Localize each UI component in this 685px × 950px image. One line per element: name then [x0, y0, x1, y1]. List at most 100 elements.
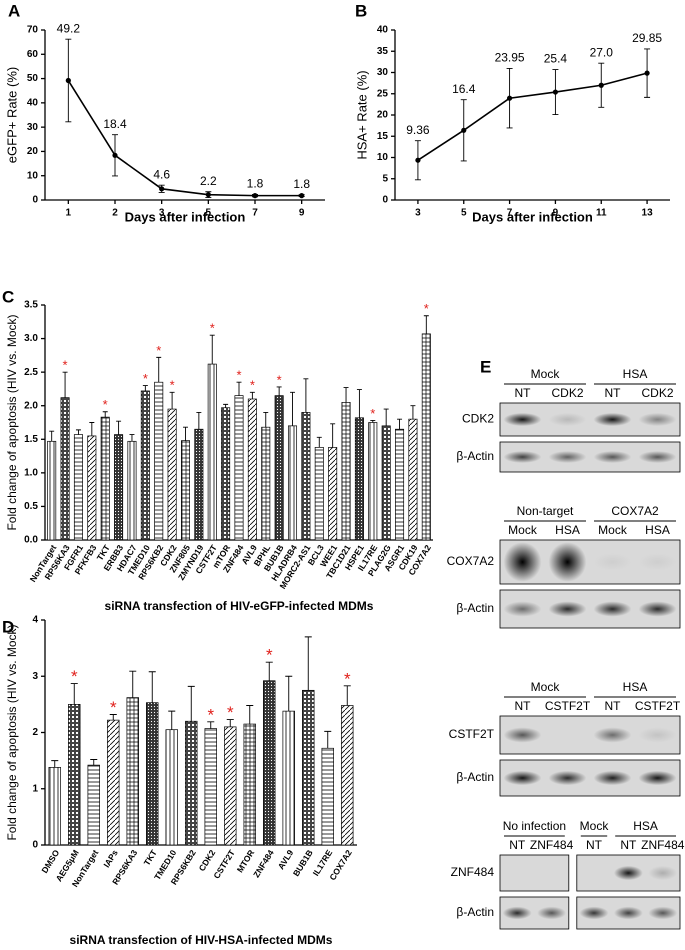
x-axis-label: Days after infection	[472, 209, 593, 224]
band	[548, 770, 587, 786]
x-axis-label: siRNA transfection of HIV-eGFP-infected …	[105, 599, 374, 613]
significance: *	[236, 368, 241, 383]
error-bar	[304, 636, 312, 691]
value-label: 4.6	[153, 167, 170, 181]
group-label: HSA	[623, 680, 648, 694]
value-label: 9.36	[406, 123, 430, 137]
y-tick-label: 25	[377, 88, 389, 99]
value-label: 23.95	[495, 51, 525, 65]
bar	[73, 434, 83, 541]
y-tick-label: 0.5	[24, 501, 38, 512]
error-bar	[330, 423, 336, 448]
y-tick-label: 30	[27, 122, 39, 133]
band	[503, 412, 542, 427]
y-tick-label: 1.0	[24, 467, 38, 478]
bar	[140, 390, 150, 541]
band	[638, 770, 677, 786]
point	[506, 95, 513, 101]
y-tick-label: 35	[377, 46, 389, 57]
error-bar	[265, 661, 273, 681]
bar	[354, 417, 364, 541]
x-tick-label: 9	[299, 208, 305, 219]
band	[593, 451, 632, 463]
error-bar	[169, 391, 175, 410]
error-bar	[102, 411, 108, 418]
line	[67, 80, 302, 197]
band	[593, 553, 632, 571]
x-tick-label: 3	[415, 208, 421, 219]
row-label: CSTF2T	[449, 727, 495, 741]
point	[644, 70, 650, 76]
x-tick-label: TKT	[142, 847, 160, 867]
band	[638, 601, 677, 617]
group-label: Non-target	[517, 504, 574, 518]
band	[638, 727, 677, 743]
significance: *	[103, 397, 108, 412]
y-tick-label: 40	[377, 25, 389, 36]
y-axis-label: eGFP+ Rate (%)	[4, 67, 19, 163]
error-bar	[223, 403, 229, 408]
error-bar	[316, 436, 322, 448]
bar	[180, 440, 190, 541]
bar	[126, 697, 139, 846]
bar	[100, 416, 110, 541]
bar	[274, 395, 284, 541]
band	[503, 601, 542, 617]
lane-label: NT	[509, 838, 526, 852]
bar	[127, 440, 137, 541]
band	[502, 906, 532, 920]
lane-label: NT	[605, 699, 622, 713]
point	[552, 89, 559, 95]
panel-letter: C	[2, 287, 14, 306]
band	[613, 865, 643, 881]
bar	[48, 767, 61, 846]
bar	[421, 333, 431, 541]
lane-label: CDK2	[551, 386, 583, 400]
band	[593, 727, 632, 743]
error-bar	[236, 381, 242, 396]
panel-letter: B	[355, 1, 367, 20]
line	[417, 72, 648, 161]
error-bar	[129, 670, 137, 698]
y-tick-label: 4	[32, 615, 38, 626]
error-bar	[62, 371, 68, 398]
value-label: 1.8	[293, 177, 310, 191]
error-bar	[383, 408, 389, 426]
significance: *	[370, 406, 375, 421]
error-bar	[109, 714, 117, 721]
bar	[302, 689, 315, 846]
error-bar	[246, 705, 254, 725]
significance: *	[277, 372, 282, 387]
error-bar	[49, 430, 55, 442]
bar	[107, 719, 120, 846]
panel-letter: A	[8, 1, 20, 20]
y-tick-label: 60	[27, 49, 39, 60]
bar	[381, 425, 391, 541]
group-label: HSA	[623, 367, 648, 381]
bar	[60, 397, 70, 541]
band	[579, 906, 609, 920]
bar	[341, 402, 351, 541]
y-tick-label: 50	[27, 73, 39, 84]
bar	[114, 434, 124, 541]
band	[548, 412, 587, 427]
band	[593, 770, 632, 786]
band	[548, 451, 587, 463]
x-tick-label: 5	[461, 208, 467, 219]
bar	[282, 710, 295, 846]
x-axis-label: siRNA transfection of HIV-HSA-infected M…	[70, 933, 333, 947]
y-tick-label: 1.5	[24, 434, 38, 445]
x-tick-label: 5	[206, 208, 212, 219]
y-tick-label: 2.0	[24, 400, 38, 411]
bar	[167, 408, 177, 541]
y-tick-label: 0	[32, 840, 38, 851]
point	[65, 77, 71, 84]
bar	[263, 680, 276, 846]
band	[548, 601, 587, 617]
error-bar	[168, 710, 176, 730]
value-label: 27.0	[590, 45, 614, 59]
error-bar	[263, 411, 269, 428]
group-label: No infection	[503, 819, 566, 833]
error-bar	[90, 759, 98, 766]
